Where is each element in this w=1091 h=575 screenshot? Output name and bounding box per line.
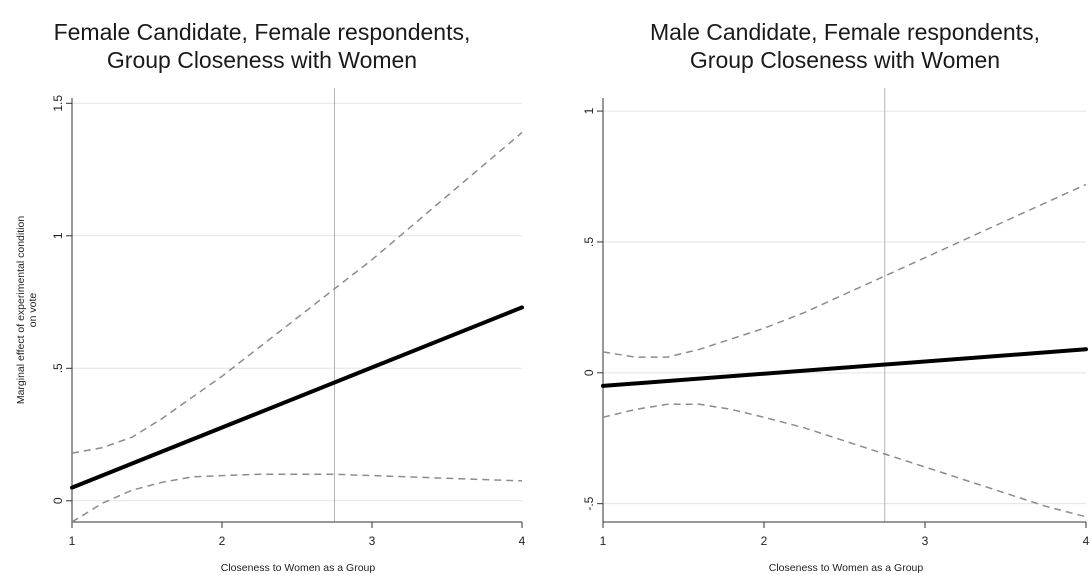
plot-layer: 0 .5 1 1.5 1 2 3 4 -.5 0 .5 1 1 2 3 4 xyxy=(51,88,1090,548)
chart1-xtick-label-2: 3 xyxy=(369,534,376,548)
chart2-ytick-label-1: 0 xyxy=(582,369,596,376)
chart2-xtick-label-3: 4 xyxy=(1083,534,1090,548)
chart2-xtick-label-0: 1 xyxy=(600,534,607,548)
chart2-lower-ci-line xyxy=(602,403,1087,518)
chart1-xtick-label-3: 4 xyxy=(519,534,526,548)
chart1-ytick-label-2: 1 xyxy=(51,232,65,239)
chart2-ytick-label-2: .5 xyxy=(582,237,596,247)
chart1-xtick-label-1: 2 xyxy=(219,534,226,548)
chart2-estimate-line xyxy=(601,347,1088,388)
chart1-ylabel-line2: on vote xyxy=(27,293,39,328)
chart1-xtick-label-0: 1 xyxy=(69,534,76,548)
chart1-ytick-label-0: 0 xyxy=(51,497,65,504)
chart2-title: Male Candidate, Female respondents, xyxy=(650,19,1040,45)
chart1-ytick-label-1: .5 xyxy=(51,363,65,373)
chart1-ytick-label-3: 1.5 xyxy=(51,95,65,112)
chart2-upper-ci-line xyxy=(602,183,1087,358)
chart1-lower-ci-line xyxy=(71,473,523,523)
chart1-upper-ci-line xyxy=(71,131,523,454)
chart1-estimate-line xyxy=(70,305,524,490)
chart2-xtick-label-1: 2 xyxy=(761,534,768,548)
chart2-xlabel: Closeness to Women as a Group xyxy=(769,562,924,574)
chart2-ytick-label-0: -.5 xyxy=(582,496,596,510)
chart1-xlabel: Closeness to Women as a Group xyxy=(221,562,376,574)
chart2-ytick-label-3: 1 xyxy=(582,107,596,114)
chart1-subtitle: Group Closeness with Women xyxy=(107,47,417,73)
chart1-ylabel: Marginal effect of experimental conditio… xyxy=(15,216,27,404)
chart2-subtitle: Group Closeness with Women xyxy=(690,47,1000,73)
chart1-title: Female Candidate, Female respondents, xyxy=(54,19,471,45)
chart2-xtick-label-2: 3 xyxy=(922,534,929,548)
